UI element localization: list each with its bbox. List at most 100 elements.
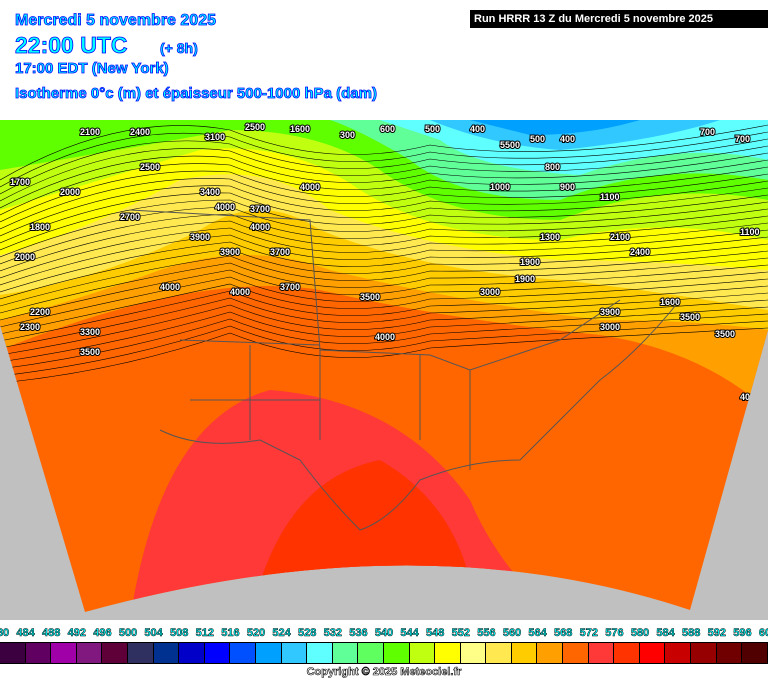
colorbar-label: 520: [246, 627, 266, 640]
contour-label: 4000: [230, 287, 250, 297]
contour-label: 4000: [160, 282, 180, 292]
colorbar-label: 508: [170, 627, 189, 640]
us-canada-border: [129, 209, 621, 371]
contour-line: [0, 180, 768, 237]
contour-line: [0, 264, 768, 321]
contour-line: [0, 222, 768, 279]
colorbar-label: 536: [349, 627, 368, 640]
colorbar-label: 544: [400, 627, 419, 640]
colorbar-label: 588: [682, 627, 701, 640]
colorbar: [0, 642, 768, 664]
colorbar-swatch: [153, 643, 180, 663]
colorbar-label: 524: [272, 627, 291, 640]
colorbar-label: 480: [0, 627, 10, 640]
contour-label: 3900: [190, 232, 210, 242]
colorbar-label: 540: [374, 627, 394, 640]
contour-line: [0, 145, 768, 202]
colorbar-label: 528: [298, 627, 317, 640]
contour-label: 5500: [500, 140, 520, 150]
contour-label: 3500: [360, 292, 380, 302]
contour-label: 3900: [600, 307, 620, 317]
contour-label: 1000: [490, 182, 510, 192]
colorbar-swatch: [383, 643, 410, 663]
colorbar-label: 504: [144, 627, 163, 640]
contour-line: [0, 278, 768, 335]
contour-label: 3700: [280, 282, 300, 292]
isotherm-contours: [0, 124, 768, 384]
local-time: 17:00 EDT (New York): [15, 60, 169, 78]
contour-label: 1700: [10, 177, 30, 187]
contour-label: 3500: [80, 347, 100, 357]
colorbar-swatch: [588, 643, 615, 663]
contour-label: 2100: [610, 232, 630, 242]
contour-label: 600: [380, 124, 395, 134]
contour-label: 1300: [540, 232, 560, 242]
colorbar-label: 552: [451, 627, 470, 640]
colorbar-label: 496: [93, 627, 112, 640]
colorbar-swatch: [716, 643, 743, 663]
contour-label: 3100: [205, 132, 225, 142]
contour-line: [0, 250, 768, 307]
borders: [129, 209, 681, 531]
colorbar-swatch: [435, 643, 461, 663]
contour-label: 2500: [140, 162, 160, 172]
contour-label: 900: [560, 182, 575, 192]
colorbar-swatch: [563, 643, 589, 663]
contour-line: [0, 194, 768, 251]
contour-label: 400: [560, 134, 575, 144]
contour-label: 3700: [250, 204, 270, 214]
colorbar-label: 564: [528, 627, 547, 640]
contour-label: 700: [735, 134, 750, 144]
coastline: [159, 299, 681, 531]
contour-label: 2000: [15, 252, 35, 262]
contour-line: [0, 285, 768, 342]
contour-label: 3400: [200, 187, 220, 197]
contour-label: 3700: [270, 247, 290, 257]
colorbar-swatch: [76, 643, 103, 663]
contour-label: 3500: [680, 312, 700, 322]
parameter-title: Isotherme 0°c (m) et épaisseur 500-1000 …: [15, 85, 378, 103]
contour-label: 2300: [20, 322, 40, 332]
contour-line: [0, 257, 768, 314]
contour-label: 1600: [290, 124, 310, 134]
contour-label: 800: [545, 162, 560, 172]
colorbar-label: 568: [554, 627, 573, 640]
colorbar-label: 488: [42, 627, 61, 640]
contour-label: 4000: [215, 202, 235, 212]
colorbar-label: 584: [656, 627, 675, 640]
contour-label: 2000: [60, 187, 80, 197]
colorbar-swatch: [102, 643, 128, 663]
contour-label: 2100: [80, 127, 100, 137]
contour-label: 3500: [715, 329, 735, 339]
colorbar-swatch: [230, 643, 256, 663]
contour-label: 4000: [250, 222, 270, 232]
contour-label: 500: [425, 124, 440, 134]
colorbar-swatch: [409, 643, 436, 663]
contour-line: [0, 229, 768, 286]
colorbar-label: 576: [605, 627, 624, 640]
contour-line: [0, 152, 768, 209]
colorbar-swatch: [307, 643, 333, 663]
forecast-date: Mercredi 5 novembre 2025: [15, 12, 217, 30]
state-borders: [179, 339, 471, 470]
contour-label: 2700: [120, 212, 140, 222]
contour-label: 1600: [660, 297, 680, 307]
colorbar-swatch: [332, 643, 359, 663]
colorbar-label: 572: [579, 627, 598, 640]
contour-label: 1900: [520, 257, 540, 267]
colorbar-swatch: [639, 643, 666, 663]
colorbar-swatch: [742, 643, 768, 663]
contour-label: 2400: [630, 247, 650, 257]
contour-line: [0, 292, 768, 349]
colorbar-label: 548: [426, 627, 445, 640]
contour-line: [0, 320, 768, 377]
contour-line: [0, 306, 768, 363]
colorbar-label: 592: [707, 627, 726, 640]
contour-label: 1900: [515, 274, 535, 284]
contour-label: 3000: [600, 322, 620, 332]
colorbar-label: 532: [323, 627, 342, 640]
contour-line: [0, 159, 768, 216]
contour-line: [0, 215, 768, 272]
